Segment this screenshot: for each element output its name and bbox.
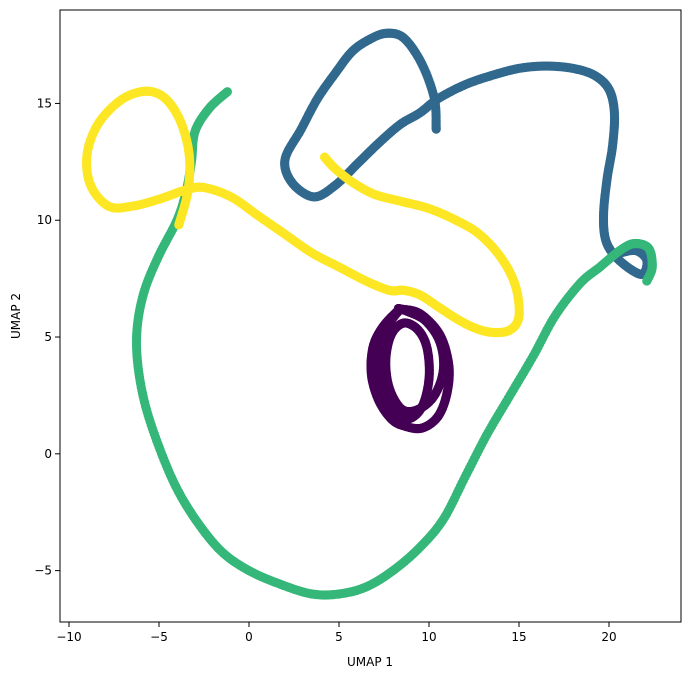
- x-tick-label: 0: [245, 630, 253, 644]
- plot-frame: [59, 9, 682, 623]
- scatter-point: [394, 304, 405, 314]
- y-tick-label: 15: [37, 96, 52, 110]
- scatter-point: [320, 152, 330, 162]
- x-tick-label: 5: [335, 630, 343, 644]
- plot-area: [60, 10, 681, 622]
- y-axis: −5 0 5 10 15: [34, 96, 60, 578]
- series-layer: [81, 28, 657, 600]
- x-tick-label: 10: [421, 630, 436, 644]
- y-tick-label: 5: [44, 330, 52, 344]
- x-axis-label: UMAP 1: [347, 655, 393, 669]
- y-tick-label: 0: [44, 447, 52, 461]
- scatter-point: [642, 276, 652, 286]
- y-tick-label: 10: [37, 213, 52, 227]
- x-tick-label: −5: [150, 630, 168, 644]
- x-tick-label: 20: [601, 630, 616, 644]
- x-axis: −10 −5 0 5 10 15 20: [56, 622, 617, 644]
- x-tick-label: 15: [511, 630, 526, 644]
- x-tick-label: −10: [56, 630, 81, 644]
- y-axis-label: UMAP 2: [9, 293, 23, 339]
- series-4: [81, 86, 524, 338]
- y-tick-label: −5: [34, 564, 52, 578]
- series-1: [366, 303, 454, 434]
